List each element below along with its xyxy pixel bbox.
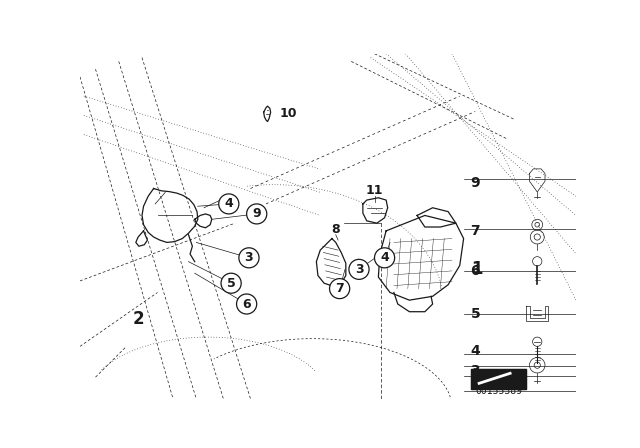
Text: 5: 5 xyxy=(470,306,480,321)
Text: 1: 1 xyxy=(472,260,483,278)
Text: 11: 11 xyxy=(365,184,383,197)
Text: 2: 2 xyxy=(132,310,144,328)
Text: 5: 5 xyxy=(227,277,236,290)
Circle shape xyxy=(237,294,257,314)
Text: 00155389: 00155389 xyxy=(475,387,522,396)
Circle shape xyxy=(239,248,259,268)
Text: 10: 10 xyxy=(279,108,297,121)
Circle shape xyxy=(330,279,349,299)
Bar xyxy=(472,370,525,389)
Text: 4: 4 xyxy=(225,198,233,211)
Circle shape xyxy=(374,248,395,268)
Text: 3: 3 xyxy=(244,251,253,264)
Text: 9: 9 xyxy=(470,176,480,190)
Circle shape xyxy=(219,194,239,214)
Bar xyxy=(472,370,525,389)
Text: 8: 8 xyxy=(332,223,340,236)
Text: 3: 3 xyxy=(470,364,480,379)
Text: 4: 4 xyxy=(380,251,389,264)
Text: 9: 9 xyxy=(252,207,261,220)
Circle shape xyxy=(221,273,241,293)
Text: 3: 3 xyxy=(355,263,364,276)
Text: 4: 4 xyxy=(470,344,480,358)
Text: 7: 7 xyxy=(470,224,480,238)
Circle shape xyxy=(246,204,267,224)
Text: 6: 6 xyxy=(243,297,251,310)
Text: 7: 7 xyxy=(335,282,344,295)
Circle shape xyxy=(349,259,369,280)
Text: 6: 6 xyxy=(470,263,480,277)
